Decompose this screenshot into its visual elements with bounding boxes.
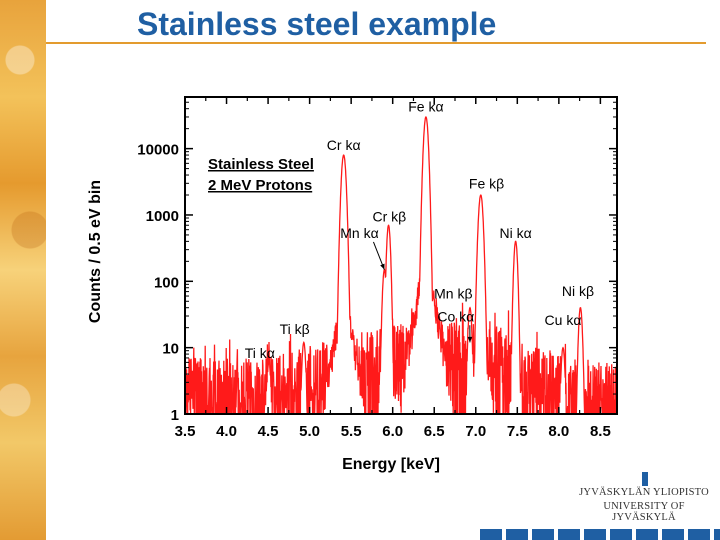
peak-label: Ni kα <box>500 225 532 241</box>
x-axis-label: Energy [keV] <box>342 456 440 473</box>
slide-title-area: Stainless steel example <box>46 4 720 44</box>
university-logo: JYVÄSKYLÄN YLIOPISTO UNIVERSITY OF JYVÄS… <box>480 470 720 540</box>
y-tick-label: 10000 <box>137 142 179 159</box>
decorative-side-band <box>0 0 46 540</box>
x-tick-label: 3.5 <box>175 423 196 440</box>
x-tick-label: 4.0 <box>216 423 237 440</box>
x-tick-label: 7.5 <box>507 423 528 440</box>
peak-label: Cr kα <box>327 137 361 153</box>
y-axis-label: Counts / 0.5 eV bin <box>87 180 104 323</box>
x-tick-label: 6.0 <box>382 423 403 440</box>
x-tick-label: 5.0 <box>299 423 320 440</box>
logo-mark-icon <box>642 472 648 486</box>
legend-line: Stainless Steel <box>208 156 314 173</box>
y-tick-label: 10 <box>162 341 179 358</box>
plot-frame <box>184 96 618 415</box>
x-tick-label: 4.5 <box>258 423 279 440</box>
peak-label: Cu kα <box>545 312 582 328</box>
peak-label: Co kα <box>437 308 474 324</box>
peak-label: Cr kβ <box>373 208 407 224</box>
peak-label: Fe kβ <box>469 176 504 192</box>
legend-line: 2 MeV Protons <box>208 177 312 194</box>
logo-line-1: JYVÄSKYLÄN YLIOPISTO <box>579 487 709 498</box>
peak-label: Mn kα <box>340 225 378 241</box>
annotation-arrowhead <box>380 263 385 270</box>
slide-title: Stainless steel example <box>137 6 497 42</box>
logo-line-2: UNIVERSITY OF JYVÄSKYLÄ <box>603 501 685 523</box>
peak-label: Fe kα <box>408 99 443 115</box>
logo-bar-pattern <box>480 529 720 540</box>
peak-label: Ni kβ <box>562 283 594 299</box>
peak-label: Ti kβ <box>280 321 310 337</box>
peak-label: Mn kβ <box>434 286 472 302</box>
y-tick-label: 1000 <box>146 208 179 225</box>
x-tick-label: 8.5 <box>590 423 611 440</box>
x-tick-label: 8.0 <box>548 423 569 440</box>
title-underline <box>46 42 706 44</box>
y-tick-label: 1 <box>171 407 179 424</box>
y-tick-label: 100 <box>154 274 179 291</box>
spectrum-series-line <box>185 116 617 414</box>
x-tick-label: 7.0 <box>465 423 486 440</box>
x-tick-label: 6.5 <box>424 423 445 440</box>
peak-label: Ti kα <box>245 345 275 361</box>
annotation-arrowhead <box>467 336 473 343</box>
x-tick-label: 5.5 <box>341 423 362 440</box>
